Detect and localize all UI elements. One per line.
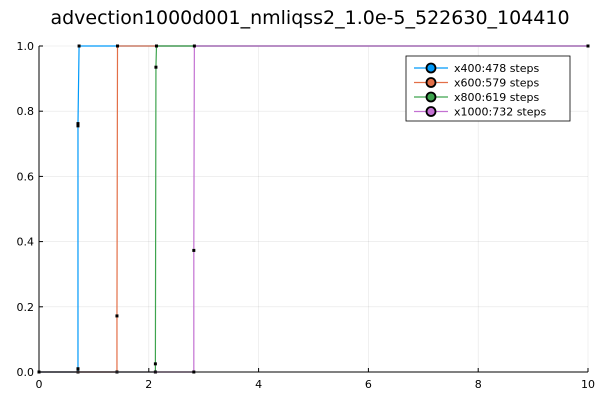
series-point-1 (76, 122, 80, 126)
legend-marker-4 (425, 106, 437, 117)
y-tick-label: 0.6 (17, 170, 35, 183)
series-point-4 (192, 44, 196, 48)
series-point-2 (116, 44, 120, 48)
series-point-1 (77, 44, 81, 48)
x-tick-label: 2 (145, 378, 152, 391)
series-point-2 (115, 314, 119, 318)
legend-label-1: x400:478 steps (454, 62, 539, 75)
y-tick-label: 0.4 (17, 236, 35, 249)
y-tick-label: 0.0 (17, 366, 35, 379)
series-point-4 (586, 44, 590, 48)
axes: 0 2 4 6 8 10 0.0 0.2 0.4 0.6 0.8 1.0 (17, 40, 596, 391)
series-point-3 (154, 65, 158, 69)
legend-marker-1 (425, 62, 437, 74)
series-point-1 (76, 124, 80, 128)
legend-label-2: x600:579 steps (454, 77, 539, 90)
legend-marker-3 (425, 91, 437, 103)
y-tick-label: 1.0 (17, 40, 35, 53)
legend-marker-2 (425, 77, 437, 88)
y-tick-label: 0.2 (17, 301, 35, 314)
series-point-3 (154, 44, 158, 48)
series-point-4 (192, 248, 196, 252)
chart-title: advection1000d001_nmliqss2_1.0e-5_522630… (50, 7, 569, 29)
x-tick-label: 10 (581, 378, 595, 391)
series-point-1 (76, 367, 80, 371)
x-tick-label: 4 (255, 378, 262, 391)
legend-label-3: x800:619 steps (454, 91, 539, 104)
series-point-3 (153, 362, 157, 366)
x-tick-label: 6 (365, 378, 372, 391)
x-tick-label: 0 (36, 378, 43, 391)
x-tick-label: 8 (475, 378, 482, 391)
legend-label-4: x1000:732 steps (454, 106, 546, 119)
y-tick-label: 0.8 (17, 105, 35, 118)
